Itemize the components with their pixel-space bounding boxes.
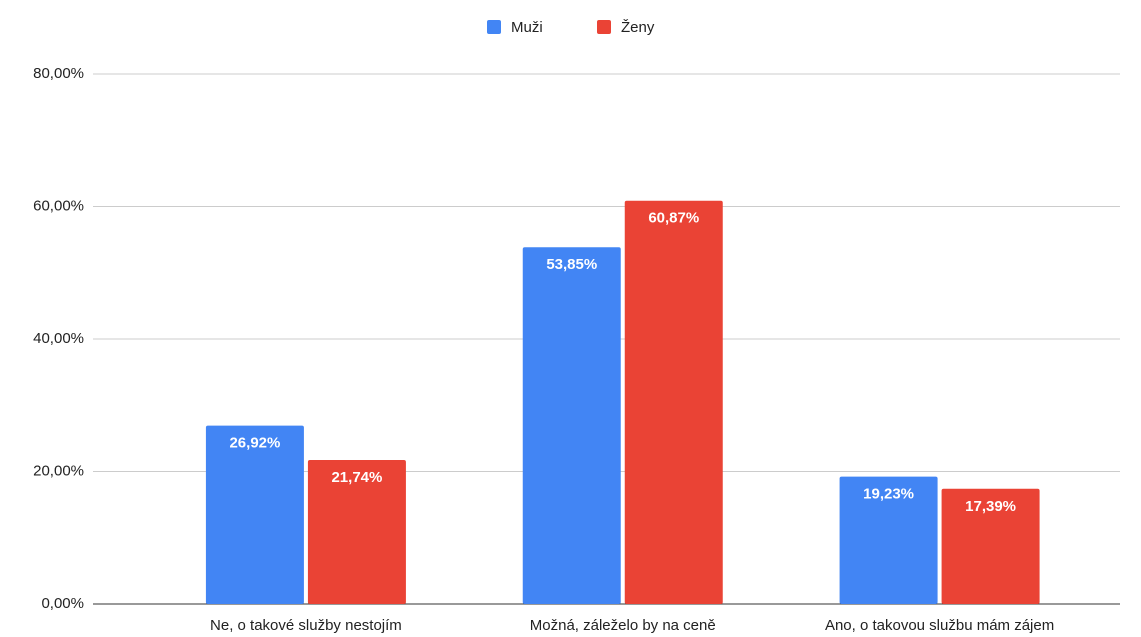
y-tick-label: 40,00% xyxy=(33,330,84,347)
bar xyxy=(624,200,723,604)
value-label: 26,92% xyxy=(229,435,280,452)
value-label: 53,85% xyxy=(546,256,597,273)
y-tick-label: 20,00% xyxy=(33,462,84,479)
value-label: 19,23% xyxy=(863,486,914,503)
bar xyxy=(941,488,1040,604)
x-tick-label: Ano, o takovou službu mám zájem xyxy=(825,617,1054,634)
bar xyxy=(839,476,938,604)
x-tick-label: Možná, záleželo by na ceně xyxy=(530,617,716,634)
legend-label: Ženy xyxy=(621,19,655,36)
legend-swatch xyxy=(597,20,611,34)
bar xyxy=(522,247,621,604)
bar xyxy=(307,459,406,604)
bar xyxy=(205,425,304,604)
y-tick-label: 0,00% xyxy=(41,595,84,612)
legend-label: Muži xyxy=(511,19,543,36)
x-tick-label: Ne, o takové služby nestojím xyxy=(210,617,402,634)
value-label: 21,74% xyxy=(331,469,382,486)
legend-swatch xyxy=(487,20,501,34)
value-label: 17,39% xyxy=(965,498,1016,515)
y-tick-label: 60,00% xyxy=(33,197,84,214)
value-label: 60,87% xyxy=(648,210,699,227)
y-tick-label: 80,00% xyxy=(33,65,84,82)
